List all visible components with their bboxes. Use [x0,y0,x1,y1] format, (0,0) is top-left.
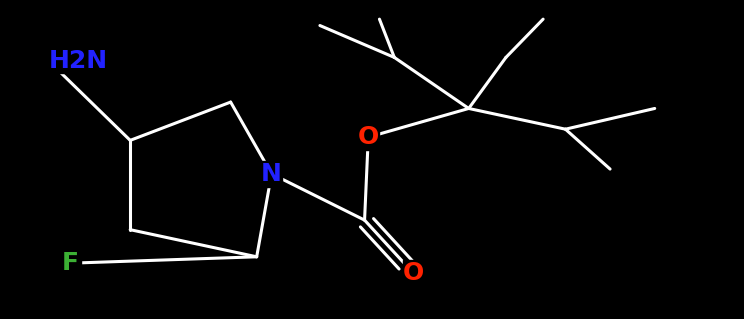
Bar [261,161,282,187]
Text: F: F [62,251,79,275]
Text: H2N: H2N [48,48,107,73]
Bar [358,124,379,150]
Text: N: N [261,162,282,186]
Bar [25,48,72,73]
Text: O: O [403,261,423,285]
Text: O: O [358,125,379,149]
Bar [403,260,423,286]
Bar [60,250,81,276]
